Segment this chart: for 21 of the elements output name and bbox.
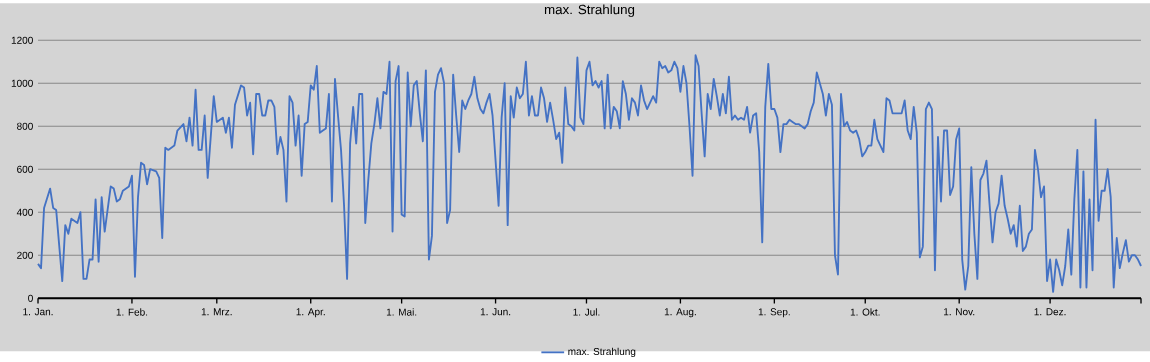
y-tick-label: 1200 bbox=[11, 36, 33, 44]
x-tick-label: 1. Okt. bbox=[850, 308, 880, 316]
x-tick-label: 1. Mai. bbox=[386, 308, 417, 316]
x-tick-label: 1. Jul. bbox=[573, 308, 600, 316]
y-tick-label: 400 bbox=[16, 208, 33, 216]
x-tick-label: 1. Aug. bbox=[664, 308, 696, 318]
x-tick-label: 1. Mrz. bbox=[201, 308, 232, 316]
y-tick-label: 0 bbox=[28, 294, 33, 302]
y-tick-label: 200 bbox=[17, 251, 33, 259]
chart-title: max. Strahlung bbox=[544, 4, 635, 17]
x-tick-label: 1. Sep. bbox=[758, 308, 790, 318]
y-tick-label: 1000 bbox=[11, 79, 33, 87]
x-tick-label: 1. Apr. bbox=[296, 308, 325, 318]
x-tick-label: 1. Dez. bbox=[1034, 308, 1066, 316]
y-tick-label: 800 bbox=[17, 122, 33, 130]
x-tick-label: 1. Feb. bbox=[116, 308, 148, 316]
y-tick-label: 600 bbox=[17, 165, 33, 173]
x-tick-label: 1. Jan. bbox=[23, 308, 53, 316]
x-tick-label: 1. Jun. bbox=[480, 308, 511, 316]
x-tick-label: 1. Nov. bbox=[944, 308, 975, 316]
legend-label: max. Strahlung bbox=[568, 347, 636, 357]
